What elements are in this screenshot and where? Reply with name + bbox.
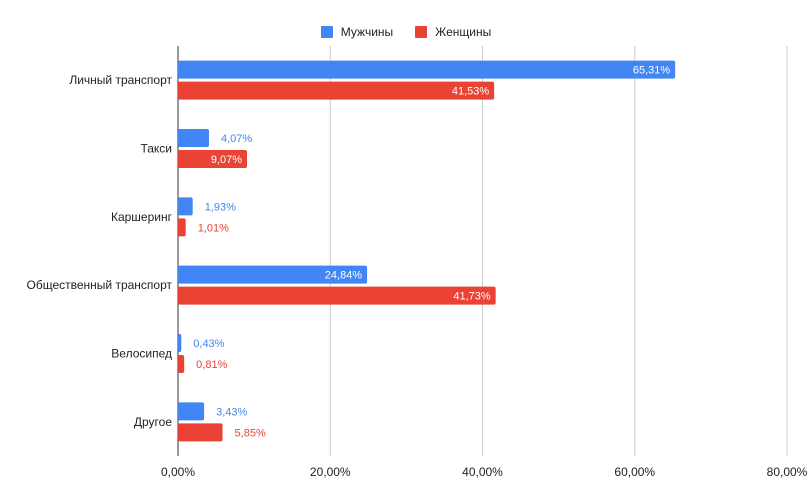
legend-item-men[interactable]: Мужчины xyxy=(320,25,394,39)
data-label-men-4: 0,43% xyxy=(193,338,224,350)
bar-women-5 xyxy=(178,423,223,442)
x-tick-label-4: 80,00% xyxy=(767,465,808,479)
data-label-women-1: 9,07% xyxy=(211,154,242,166)
bar-men-0 xyxy=(178,60,676,79)
data-label-women-0: 41,53% xyxy=(452,86,490,98)
bar-women-0 xyxy=(178,81,495,100)
x-tick-label-1: 20,00% xyxy=(310,465,351,479)
bar-men-1 xyxy=(178,129,209,147)
bar-women-4 xyxy=(178,355,185,373)
bar-women-1 xyxy=(178,150,248,168)
data-label-men-0: 65,31% xyxy=(633,65,671,77)
legend-swatch-women xyxy=(415,26,428,38)
data-label-women-2: 1,01% xyxy=(198,222,229,234)
data-label-men-5: 3,43% xyxy=(216,406,247,418)
bar-men-5 xyxy=(178,402,205,421)
legend-swatch-men xyxy=(320,26,333,38)
bar-men-3 xyxy=(178,265,368,284)
data-label-men-1: 4,07% xyxy=(221,133,252,145)
data-label-women-4: 0,81% xyxy=(196,359,227,371)
category-label-5: Другое xyxy=(134,415,172,429)
bar-women-2 xyxy=(178,218,186,237)
category-label-4: Велосипед xyxy=(111,347,172,361)
legend-label-women: Женщины xyxy=(435,25,492,39)
data-label-women-5: 5,85% xyxy=(235,427,266,439)
chart-legend: Мужчины Женщины xyxy=(0,22,812,42)
bar-women-3 xyxy=(178,286,496,305)
bar-men-2 xyxy=(178,197,193,216)
legend-item-women[interactable]: Женщины xyxy=(415,25,491,39)
category-label-1: Такси xyxy=(140,142,172,156)
x-tick-label-3: 60,00% xyxy=(614,465,655,479)
data-label-women-3: 41,73% xyxy=(453,291,491,303)
data-label-men-2: 1,93% xyxy=(205,201,236,213)
legend-label-men: Мужчины xyxy=(340,25,394,39)
category-label-3: Общественный транспорт xyxy=(27,278,173,292)
bar-men-4 xyxy=(178,334,182,352)
x-tick-label-0: 0,00% xyxy=(161,465,195,479)
category-label-2: Каршеринг xyxy=(111,210,173,224)
x-tick-label-2: 40,00% xyxy=(462,465,503,479)
data-label-men-3: 24,84% xyxy=(325,270,363,282)
category-label-0: Личный транспорт xyxy=(69,73,172,87)
